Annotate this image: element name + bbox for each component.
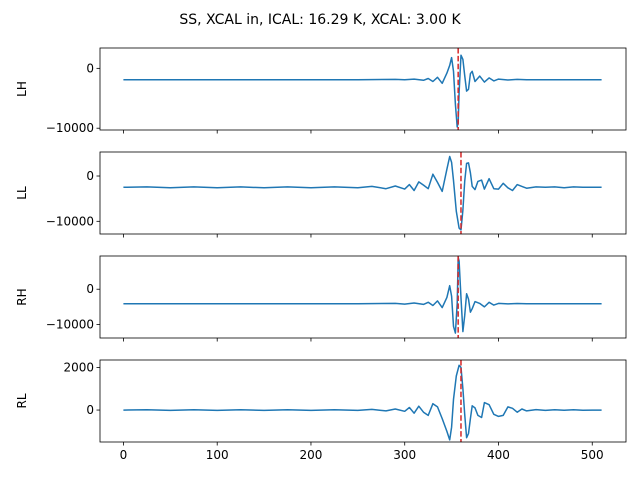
y-tick-label: 0 xyxy=(86,282,94,296)
y-tick-label: 0 xyxy=(86,403,94,417)
x-tick-label: 500 xyxy=(581,448,604,462)
axes-frame xyxy=(99,151,627,235)
y-tick-label: −10000 xyxy=(46,214,94,228)
x-tick-label: 0 xyxy=(120,448,128,462)
y-tick-label: 0 xyxy=(86,169,94,183)
axes-frame xyxy=(99,359,627,443)
y-axis-label: RH xyxy=(15,288,29,305)
y-axis-label: LL xyxy=(15,186,29,200)
y-tick-label: −10000 xyxy=(46,121,94,135)
y-axis-label: LH xyxy=(15,81,29,97)
figure-title: SS, XCAL in, ICAL: 16.29 K, XCAL: 3.00 K xyxy=(179,12,461,28)
y-tick-label: 0 xyxy=(86,61,94,75)
subplot-rh: 0 −10000 RH xyxy=(15,255,627,342)
x-tick-label: 400 xyxy=(487,448,510,462)
x-tick-label: 200 xyxy=(300,448,323,462)
subplot-ll: 0 −10000 LL xyxy=(15,151,627,238)
y-tick-label: −10000 xyxy=(46,318,94,332)
axes-frame xyxy=(99,47,627,131)
subplot-rl: 2000 0 0 100 200 300 400 500 RL xyxy=(15,359,627,462)
subplot-lh: 0 −10000 LH xyxy=(15,47,627,135)
y-tick-label: 2000 xyxy=(63,360,94,374)
y-axis-label: RL xyxy=(15,393,29,408)
subplots: 0 −10000 LH 0 −10000 LL 0 −10000 RH 2000 0 0 100 200 3… xyxy=(15,47,627,462)
series-line xyxy=(123,364,602,441)
series-line xyxy=(123,155,602,231)
x-tick-label: 100 xyxy=(206,448,229,462)
axes-frame xyxy=(99,255,627,339)
x-tick-label: 300 xyxy=(393,448,416,462)
